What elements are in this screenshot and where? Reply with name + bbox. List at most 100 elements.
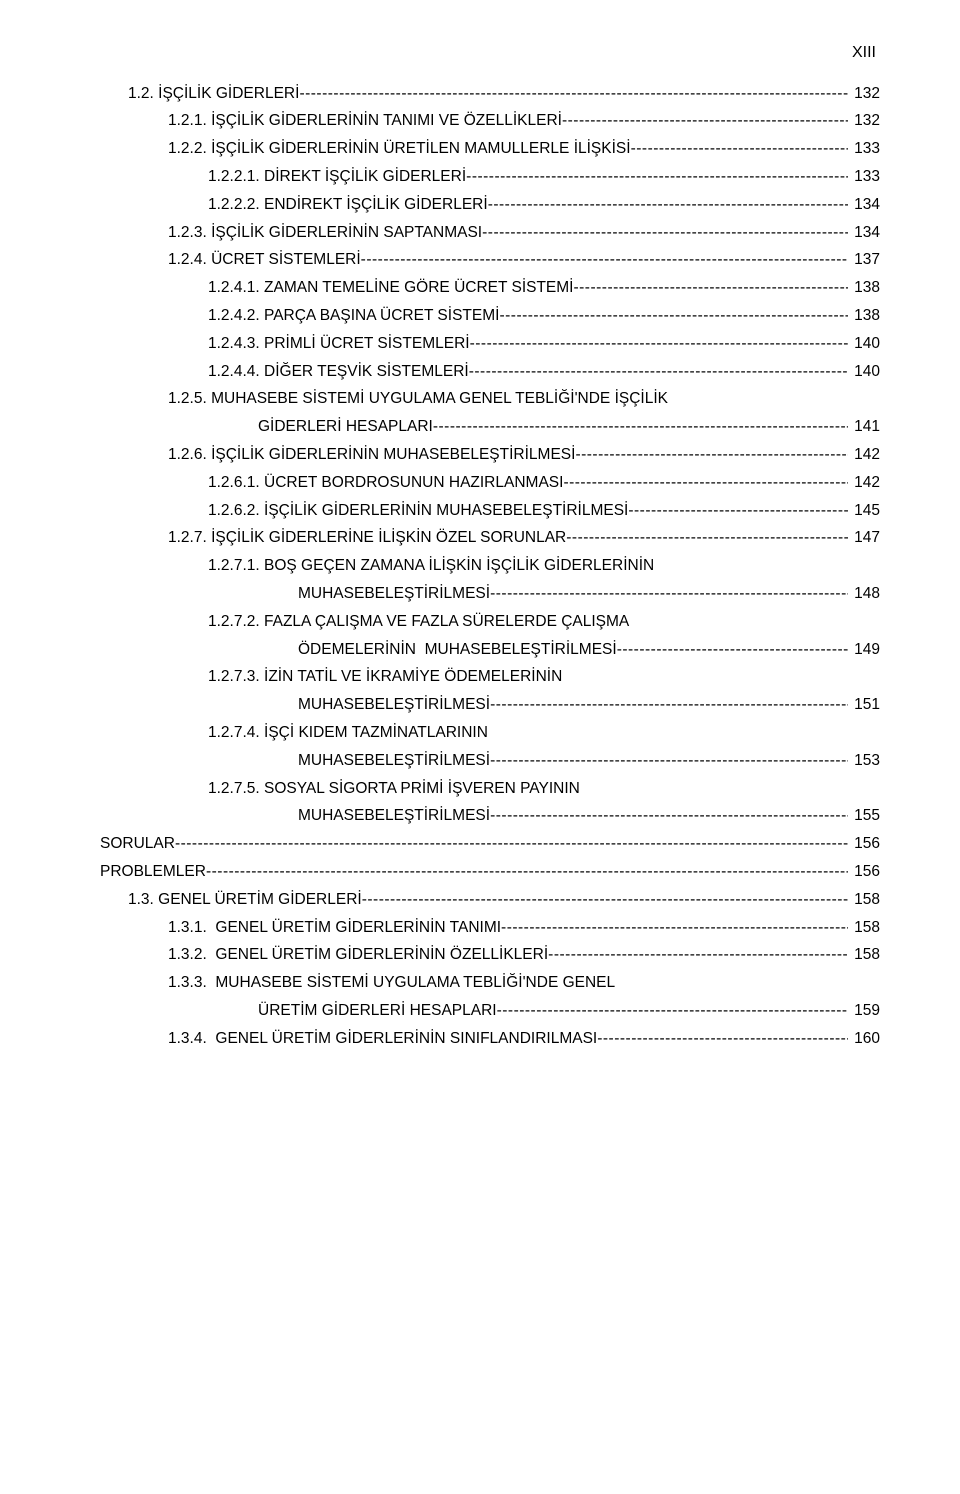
toc-leader: [490, 582, 848, 607]
toc-page-number: 132: [848, 82, 880, 107]
toc-entry: 1.2.7.1. BOŞ GEÇEN ZAMANA İLİŞKİN İŞÇİLİ…: [100, 554, 880, 579]
toc-entry: 1.3.2. GENEL ÜRETİM GİDERLERİNİN ÖZELLİK…: [100, 943, 880, 968]
toc-entry: 1.2.3. İŞÇİLİK GİDERLERİNİN SAPTANMASI 1…: [100, 221, 880, 246]
toc-page-number: 138: [848, 276, 880, 301]
toc-leader: [482, 221, 848, 246]
toc-entry: 1.2.5. MUHASEBE SİSTEMİ UYGULAMA GENEL T…: [100, 387, 880, 412]
toc-entry: 1.2.2. İŞÇİLİK GİDERLERİNİN ÜRETİLEN MAM…: [100, 137, 880, 162]
toc-page-number: 149: [848, 638, 880, 663]
toc-label: 1.2.3. İŞÇİLİK GİDERLERİNİN SAPTANMASI: [168, 221, 482, 246]
toc-leader: [488, 193, 848, 218]
toc-label: 1.2.2.1. DİREKT İŞÇİLİK GİDERLERİ: [208, 165, 466, 190]
toc-page-number: 137: [848, 248, 880, 273]
toc-label: 1.2.7.4. İŞÇİ KIDEM TAZMİNATLARININ: [208, 721, 488, 746]
toc-page-number: 141: [848, 415, 880, 440]
toc-label: 1.2. İŞÇİLİK GİDERLERİ: [128, 82, 299, 107]
toc-page-number: 155: [848, 804, 880, 829]
toc-entry: ÜRETİM GİDERLERİ HESAPLARI 159: [100, 999, 880, 1024]
toc-leader: [299, 82, 848, 107]
toc-entry: 1.3.4. GENEL ÜRETİM GİDERLERİNİN SINIFLA…: [100, 1027, 880, 1052]
toc-page-number: 132: [848, 109, 880, 134]
toc-label: ÖDEMELERİNİN MUHASEBELEŞTİRİLMESİ: [298, 638, 617, 663]
toc-label: MUHASEBELEŞTİRİLMESİ: [298, 749, 490, 774]
toc-leader: [566, 526, 848, 551]
toc-container: 1.2. İŞÇİLİK GİDERLERİ 132 1.2.1. İŞÇİLİK…: [100, 82, 880, 1052]
toc-leader: [617, 638, 848, 663]
toc-leader: [470, 332, 849, 357]
toc-entry: 1.2.4.3. PRİMLİ ÜCRET SİSTEMLERİ 140: [100, 332, 880, 357]
toc-entry: 1.2.6.1. ÜCRET BORDROSUNUN HAZIRLANMASI …: [100, 471, 880, 496]
toc-page-number: 134: [848, 193, 880, 218]
toc-leader: [548, 943, 848, 968]
toc-leader: [362, 888, 848, 913]
toc-page-number: 145: [848, 499, 880, 524]
toc-entry: 1.2.7.2. FAZLA ÇALIŞMA VE FAZLA SÜRELERD…: [100, 610, 880, 635]
toc-label: 1.2.2. İŞÇİLİK GİDERLERİNİN ÜRETİLEN MAM…: [168, 137, 631, 162]
toc-leader: [206, 860, 848, 885]
toc-entry: 1.3. GENEL ÜRETİM GİDERLERİ 158: [100, 888, 880, 913]
toc-page-number: 160: [848, 1027, 880, 1052]
toc-page-number: 158: [848, 943, 880, 968]
toc-entry: MUHASEBELEŞTİRİLMESİ 148: [100, 582, 880, 607]
toc-label: 1.2.4. ÜCRET SİSTEMLERİ: [168, 248, 361, 273]
toc-leader: [497, 999, 849, 1024]
toc-page-number: 151: [848, 693, 880, 718]
toc-page-number: 142: [848, 443, 880, 468]
toc-label: GİDERLERİ HESAPLARI: [258, 415, 433, 440]
toc-label: 1.2.4.1. ZAMAN TEMELİNE GÖRE ÜCRET SİSTE…: [208, 276, 573, 301]
toc-entry: 1.2.4.2. PARÇA BAŞINA ÜCRET SİSTEMİ 138: [100, 304, 880, 329]
toc-page-number: 140: [848, 332, 880, 357]
toc-leader: [490, 693, 848, 718]
toc-entry: GİDERLERİ HESAPLARI 141: [100, 415, 880, 440]
toc-leader: [361, 248, 848, 273]
toc-leader: [575, 443, 848, 468]
toc-label: 1.2.6.1. ÜCRET BORDROSUNUN HAZIRLANMASI: [208, 471, 563, 496]
toc-entry: 1.3.3. MUHASEBE SİSTEMİ UYGULAMA TEBLİĞİ…: [100, 971, 880, 996]
toc-entry: 1.3.1. GENEL ÜRETİM GİDERLERİNİN TANIMI …: [100, 916, 880, 941]
toc-entry: SORULAR 156: [100, 832, 880, 857]
toc-entry: 1.2.4.1. ZAMAN TEMELİNE GÖRE ÜCRET SİSTE…: [100, 276, 880, 301]
toc-page-number: 148: [848, 582, 880, 607]
toc-label: MUHASEBELEŞTİRİLMESİ: [298, 693, 490, 718]
toc-leader: [562, 109, 848, 134]
toc-leader: [573, 276, 848, 301]
toc-entry: ÖDEMELERİNİN MUHASEBELEŞTİRİLMESİ 149: [100, 638, 880, 663]
toc-leader: [490, 749, 848, 774]
toc-label: 1.2.7.5. SOSYAL SİGORTA PRİMİ İŞVEREN PA…: [208, 777, 580, 802]
toc-leader: [175, 832, 848, 857]
toc-label: 1.2.2.2. ENDİREKT İŞÇİLİK GİDERLERİ: [208, 193, 488, 218]
toc-leader: [490, 804, 848, 829]
toc-label: 1.2.1. İŞÇİLİK GİDERLERİNİN TANIMI VE ÖZ…: [168, 109, 562, 134]
toc-entry: MUHASEBELEŞTİRİLMESİ 151: [100, 693, 880, 718]
toc-label: 1.2.7.2. FAZLA ÇALIŞMA VE FAZLA SÜRELERD…: [208, 610, 629, 635]
toc-entry: 1.2.4.4. DİĞER TEŞVİK SİSTEMLERİ 140: [100, 360, 880, 385]
toc-entry: MUHASEBELEŞTİRİLMESİ 155: [100, 804, 880, 829]
toc-leader: [628, 499, 848, 524]
toc-page-number: 133: [848, 137, 880, 162]
toc-leader: [499, 304, 848, 329]
toc-leader: [433, 415, 848, 440]
toc-entry: 1.2.7.3. İZİN TATİL VE İKRAMİYE ÖDEMELER…: [100, 665, 880, 690]
toc-leader: [597, 1027, 848, 1052]
toc-label: SORULAR: [100, 832, 175, 857]
toc-page-number: 138: [848, 304, 880, 329]
toc-page-number: 158: [848, 916, 880, 941]
toc-label: 1.2.7.3. İZİN TATİL VE İKRAMİYE ÖDEMELER…: [208, 665, 562, 690]
toc-page-number: 156: [848, 832, 880, 857]
toc-label: 1.2.4.2. PARÇA BAŞINA ÜCRET SİSTEMİ: [208, 304, 499, 329]
toc-entry: 1.2.7.5. SOSYAL SİGORTA PRİMİ İŞVEREN PA…: [100, 777, 880, 802]
toc-page-number: 159: [848, 999, 880, 1024]
toc-entry: 1.2.7. İŞÇİLİK GİDERLERİNE İLİŞKİN ÖZEL …: [100, 526, 880, 551]
toc-label: MUHASEBELEŞTİRİLMESİ: [298, 804, 490, 829]
toc-leader: [469, 360, 848, 385]
toc-label: 1.2.4.4. DİĞER TEŞVİK SİSTEMLERİ: [208, 360, 469, 385]
toc-page-number: 153: [848, 749, 880, 774]
toc-page-number: 134: [848, 221, 880, 246]
toc-page-number: 142: [848, 471, 880, 496]
toc-label: 1.2.6.2. İŞÇİLİK GİDERLERİNİN MUHASEBELE…: [208, 499, 628, 524]
toc-page-number: 133: [848, 165, 880, 190]
toc-entry: 1.2.4. ÜCRET SİSTEMLERİ 137: [100, 248, 880, 273]
toc-page-number: 156: [848, 860, 880, 885]
toc-entry: PROBLEMLER 156: [100, 860, 880, 885]
toc-label: 1.2.7. İŞÇİLİK GİDERLERİNE İLİŞKİN ÖZEL …: [168, 526, 566, 551]
